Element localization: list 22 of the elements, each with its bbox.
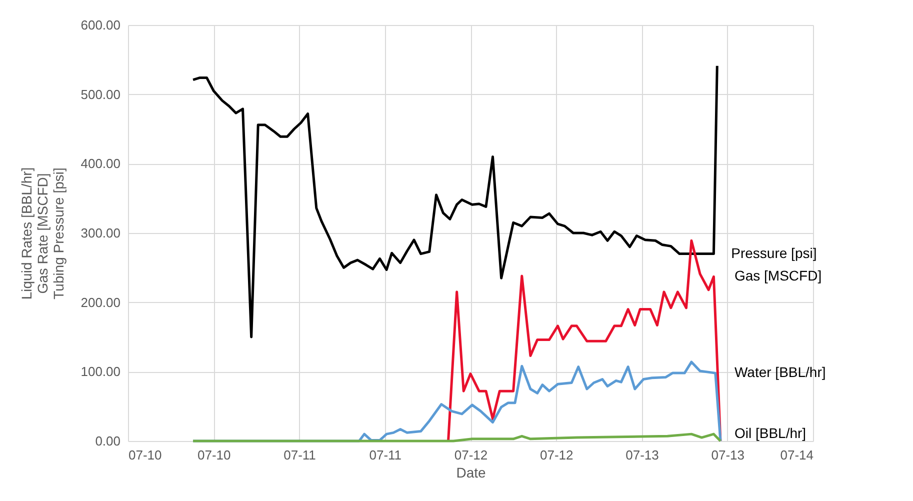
x-tick-label: 07-13 — [626, 448, 659, 462]
x-tick-label: 07-10 — [198, 448, 231, 462]
y-tick-label: 600.00 — [80, 18, 120, 32]
series-label: Gas [MSCFD] — [734, 268, 822, 284]
x-tick-label: 07-14 — [780, 448, 814, 462]
y-tick-label: 500.00 — [80, 86, 120, 102]
series-label: Oil [BBL/hr] — [734, 425, 806, 442]
x-tick-label: 07-12 — [540, 448, 574, 462]
y-tick-label: 0.00 — [95, 434, 120, 448]
x-tick-label: 07-12 — [454, 448, 488, 462]
y-axis-title: Liquid Rates [BBL/hr] Gas Rate [MSCFD] Tubing Pressure [psi] — [18, 167, 67, 300]
series-label: Pressure [psi] — [731, 244, 817, 261]
x-tick-label: 07-10 — [128, 448, 162, 462]
series-label: Water [BBL/hr] — [734, 364, 826, 380]
x-tick-label: 07-11 — [284, 448, 316, 462]
x-axis-title: Date — [456, 464, 486, 480]
y-tick-label: 100.00 — [80, 364, 120, 380]
y-tick-label: 200.00 — [80, 294, 120, 310]
x-tick-label: 07-13 — [711, 448, 744, 462]
y-tick-label: 300.00 — [80, 226, 120, 240]
x-tick-label: 07-11 — [369, 448, 402, 462]
y-tick-label: 400.00 — [80, 156, 120, 172]
